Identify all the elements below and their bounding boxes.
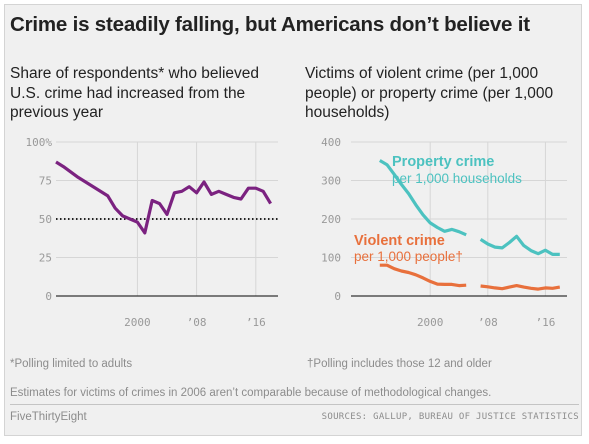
right-chart-subtitle: Victims of violent crime (per 1,000 peop… [305, 65, 554, 121]
footnote-polling-adults: *Polling limited to adults [10, 358, 133, 370]
left-chart-subtitle: Share of respondents* who believed U.S. … [10, 65, 260, 121]
y-tick-label: 75 [39, 175, 52, 188]
violent-crime-line [480, 284, 561, 291]
property-crime-line [479, 234, 560, 256]
chart-title: Crime is steadily falling, but Americans… [10, 13, 530, 36]
methodology-note: Estimates for victims of crimes in 2006 … [10, 387, 492, 399]
footnote-polling-age: †Polling includes those 12 and older [307, 358, 492, 370]
x-tick-label: ’08 [187, 316, 207, 329]
x-tick-label: ’08 [478, 316, 498, 329]
y-tick-label: 0 [45, 290, 52, 303]
series-line [55, 160, 272, 235]
x-tick-label: ’16 [535, 316, 555, 329]
y-tick-label: 200 [321, 213, 341, 226]
y-tick-label: 300 [321, 175, 341, 188]
y-tick-label: 25 [39, 252, 52, 265]
property-crime-line [378, 159, 467, 237]
x-tick-label: 2000 [124, 316, 151, 329]
y-tick-label: 0 [334, 290, 341, 303]
x-tick-label: ’16 [246, 316, 266, 329]
sources-label: SOURCES: GALLUP, BUREAU OF JUSTICE STATI… [321, 412, 579, 422]
y-tick-label: 100 [321, 252, 341, 265]
violent-crime-sublabel: per 1,000 people† [354, 249, 463, 264]
y-tick-label: 400 [321, 136, 341, 149]
violent-crime-line [379, 263, 467, 288]
left-chart: 0 25 50 75 100% 2000 ’08 ’16 [26, 136, 278, 329]
property-crime-sublabel: per 1,000 households [392, 171, 522, 186]
y-tick-label: 50 [39, 213, 52, 226]
y-tick-label: 100% [26, 136, 53, 149]
violent-crime-label: Violent crime [354, 233, 445, 249]
property-crime-label: Property crime [392, 154, 494, 170]
x-tick-label: 2000 [417, 316, 444, 329]
footer-divider [10, 404, 579, 405]
brand-label: FiveThirtyEight [10, 411, 87, 423]
